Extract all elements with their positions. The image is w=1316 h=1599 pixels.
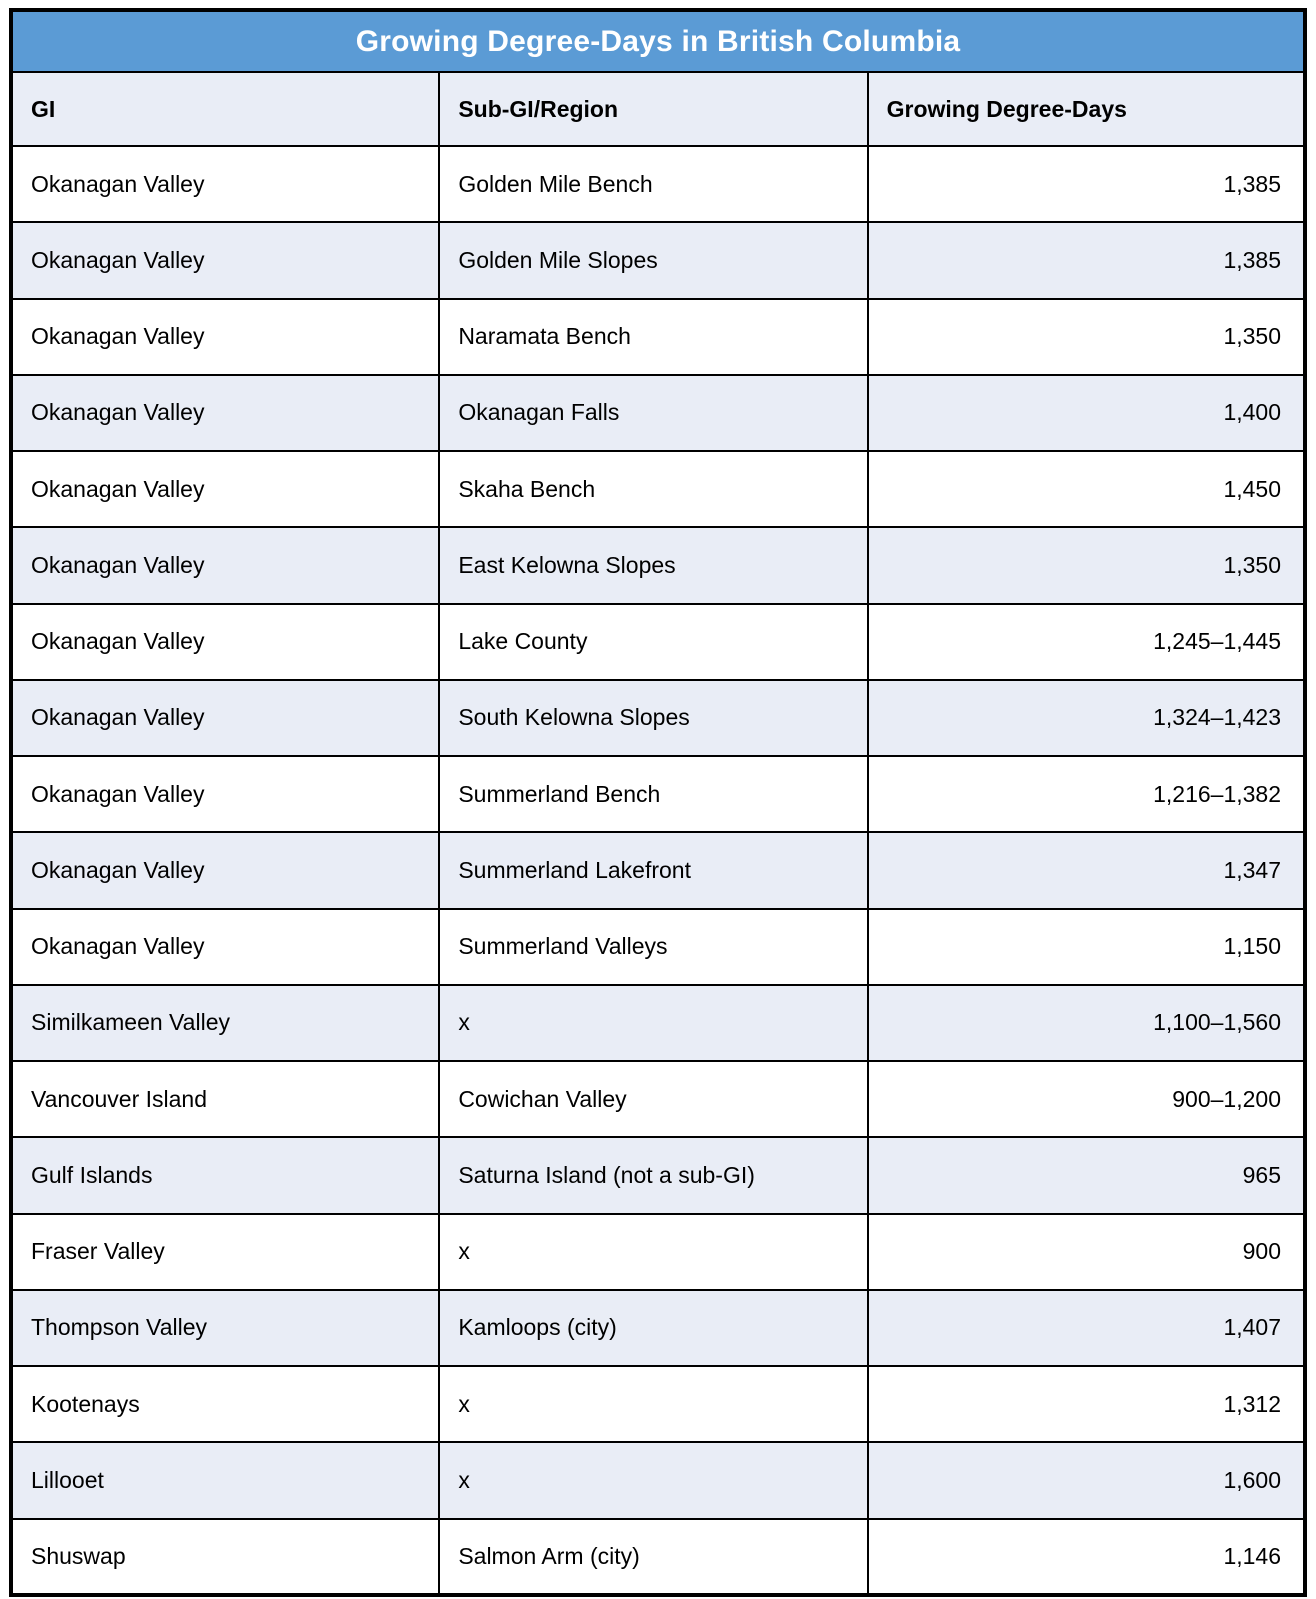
cell-sub-gi-region: Golden Mile Bench bbox=[438, 144, 869, 224]
table-row: Shuswap Salmon Arm (city) 1,146 bbox=[9, 1517, 1307, 1596]
title-row: Growing Degree-Days in British Columbia bbox=[10, 9, 1306, 73]
cell-sub-gi-region: x bbox=[438, 1441, 869, 1520]
cell-sub-gi-region: Salmon Arm (city) bbox=[438, 1517, 869, 1596]
cell-sub-gi-region: Naramata Bench bbox=[438, 297, 869, 376]
cell-gi: Kootenays bbox=[9, 1364, 441, 1444]
table-row: Okanagan Valley Summerland Lakefront 1,347 bbox=[9, 831, 1307, 910]
cell-growing-degree-days: 1,100–1,560 bbox=[866, 983, 1307, 1063]
table-row: Okanagan Valley Lake County 1,245–1,445 bbox=[9, 602, 1307, 681]
table-row: Okanagan Valley Golden Mile Bench 1,385 bbox=[9, 144, 1307, 224]
cell-gi: Thompson Valley bbox=[9, 1288, 441, 1368]
cell-sub-gi-region: South Kelowna Slopes bbox=[438, 678, 869, 758]
column-header-growing-degree-days: Growing Degree-Days bbox=[866, 71, 1307, 147]
table-row: Thompson Valley Kamloops (city) 1,407 bbox=[9, 1288, 1307, 1368]
cell-gi: Okanagan Valley bbox=[9, 907, 441, 986]
cell-sub-gi-region: x bbox=[438, 1364, 869, 1444]
cell-gi: Okanagan Valley bbox=[9, 373, 441, 453]
cell-growing-degree-days: 1,245–1,445 bbox=[866, 602, 1307, 681]
cell-growing-degree-days: 1,450 bbox=[866, 449, 1307, 529]
table-row: Similkameen Valley x 1,100–1,560 bbox=[9, 983, 1307, 1063]
table-row: Vancouver Island Cowichan Valley 900–1,200 bbox=[9, 1059, 1307, 1139]
table-row: Okanagan Valley Okanagan Falls 1,400 bbox=[9, 373, 1307, 453]
cell-growing-degree-days: 1,146 bbox=[866, 1517, 1307, 1596]
cell-growing-degree-days: 1,324–1,423 bbox=[866, 678, 1307, 758]
table-row: Okanagan Valley Summerland Valleys 1,150 bbox=[9, 907, 1307, 986]
table-row: Okanagan Valley Summerland Bench 1,216–1,3… bbox=[9, 754, 1307, 834]
cell-gi: Okanagan Valley bbox=[9, 526, 441, 605]
cell-sub-gi-region: Summerland Lakefront bbox=[438, 831, 869, 910]
table-row: Okanagan Valley Naramata Bench 1,350 bbox=[9, 297, 1307, 376]
table-row: Okanagan Valley Skaha Bench 1,450 bbox=[9, 449, 1307, 529]
cell-growing-degree-days: 1,216–1,382 bbox=[866, 754, 1307, 834]
cell-gi: Fraser Valley bbox=[9, 1212, 441, 1291]
cell-sub-gi-region: x bbox=[438, 983, 869, 1063]
header-row: GI Sub-GI/Region Growing Degree-Days bbox=[9, 71, 1307, 147]
column-header-sub-gi-region: Sub-GI/Region bbox=[438, 71, 869, 147]
cell-growing-degree-days: 1,407 bbox=[866, 1288, 1307, 1368]
cell-gi: Okanagan Valley bbox=[9, 221, 441, 300]
cell-sub-gi-region: Summerland Bench bbox=[438, 754, 869, 834]
table-row: Okanagan Valley South Kelowna Slopes 1,324… bbox=[9, 678, 1307, 758]
cell-gi: Okanagan Valley bbox=[9, 144, 441, 224]
cell-gi: Okanagan Valley bbox=[9, 754, 441, 834]
cell-gi: Okanagan Valley bbox=[9, 602, 441, 681]
table-row: Kootenays x 1,312 bbox=[9, 1364, 1307, 1444]
cell-sub-gi-region: Kamloops (city) bbox=[438, 1288, 869, 1368]
gdd-table: Growing Degree-Days in British Columbia … bbox=[9, 8, 1307, 1597]
cell-gi: Lillooet bbox=[9, 1441, 441, 1520]
cell-growing-degree-days: 965 bbox=[866, 1136, 1307, 1215]
cell-growing-degree-days: 1,385 bbox=[866, 221, 1307, 300]
cell-sub-gi-region: Golden Mile Slopes bbox=[438, 221, 869, 300]
cell-growing-degree-days: 1,312 bbox=[866, 1364, 1307, 1444]
cell-sub-gi-region: Lake County bbox=[438, 602, 869, 681]
cell-growing-degree-days: 1,350 bbox=[866, 297, 1307, 376]
cell-sub-gi-region: x bbox=[438, 1212, 869, 1291]
cell-gi: Similkameen Valley bbox=[9, 983, 441, 1063]
cell-sub-gi-region: Saturna Island (not a sub-GI) bbox=[438, 1136, 869, 1215]
cell-growing-degree-days: 1,385 bbox=[866, 144, 1307, 224]
cell-gi: Okanagan Valley bbox=[9, 449, 441, 529]
table-body: Okanagan Valley Golden Mile Bench 1,385 Oka… bbox=[9, 144, 1307, 1596]
table-row: Lillooet x 1,600 bbox=[9, 1441, 1307, 1520]
cell-growing-degree-days: 1,347 bbox=[866, 831, 1307, 910]
column-header-gi: GI bbox=[9, 71, 441, 147]
cell-growing-degree-days: 1,150 bbox=[866, 907, 1307, 986]
cell-sub-gi-region: Okanagan Falls bbox=[438, 373, 869, 453]
cell-growing-degree-days: 900 bbox=[866, 1212, 1307, 1291]
cell-gi: Vancouver Island bbox=[9, 1059, 441, 1139]
cell-growing-degree-days: 900–1,200 bbox=[866, 1059, 1307, 1139]
table-row: Gulf Islands Saturna Island (not a sub-GI… bbox=[9, 1136, 1307, 1215]
cell-gi: Gulf Islands bbox=[9, 1136, 441, 1215]
cell-sub-gi-region: East Kelowna Slopes bbox=[438, 526, 869, 605]
table-row: Fraser Valley x 900 bbox=[9, 1212, 1307, 1291]
cell-gi: Shuswap bbox=[9, 1517, 441, 1596]
cell-gi: Okanagan Valley bbox=[9, 831, 441, 910]
cell-growing-degree-days: 1,600 bbox=[866, 1441, 1307, 1520]
cell-sub-gi-region: Summerland Valleys bbox=[438, 907, 869, 986]
cell-sub-gi-region: Cowichan Valley bbox=[438, 1059, 869, 1139]
cell-gi: Okanagan Valley bbox=[9, 297, 441, 376]
cell-gi: Okanagan Valley bbox=[9, 678, 441, 758]
cell-growing-degree-days: 1,400 bbox=[866, 373, 1307, 453]
cell-sub-gi-region: Skaha Bench bbox=[438, 449, 869, 529]
table-row: Okanagan Valley Golden Mile Slopes 1,385 bbox=[9, 221, 1307, 300]
cell-growing-degree-days: 1,350 bbox=[866, 526, 1307, 605]
table-title: Growing Degree-Days in British Columbia bbox=[10, 9, 1306, 73]
table-row: Okanagan Valley East Kelowna Slopes 1,350 bbox=[9, 526, 1307, 605]
